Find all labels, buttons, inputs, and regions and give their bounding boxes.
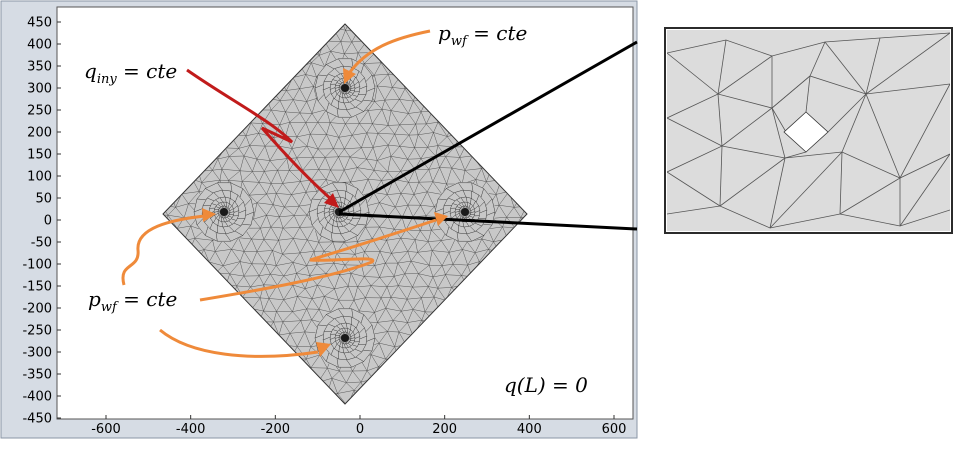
producer-arrow-left xyxy=(121,214,205,286)
producer-arrow-top-head xyxy=(343,68,356,84)
x-tick-label: -600 xyxy=(91,422,121,437)
y-tick-label: -250 xyxy=(22,324,52,339)
y-tick-label: -450 xyxy=(22,412,52,427)
well-bore-hole xyxy=(783,111,829,153)
label-pwf-top: pwf = cte xyxy=(438,21,527,49)
y-tick-label: 0 xyxy=(44,214,52,229)
y-tick-label: -100 xyxy=(22,258,52,273)
injection-arrow-head xyxy=(324,193,339,208)
y-tick-label: 400 xyxy=(27,38,52,53)
y-tick-label: -200 xyxy=(22,302,52,317)
y-tick-label: -400 xyxy=(22,390,52,405)
y-tick-label: 100 xyxy=(27,170,52,185)
y-tick-label: -50 xyxy=(31,236,52,251)
label-boundary-condition: q(L) = 0 xyxy=(504,373,588,397)
y-tick-label: -350 xyxy=(22,368,52,383)
x-tick-label: 600 xyxy=(602,422,627,437)
y-tick-label: -300 xyxy=(22,346,52,361)
well-top xyxy=(314,58,376,118)
producer-arrow-right-head xyxy=(434,212,448,226)
x-tick-label: 200 xyxy=(432,422,457,437)
well-right xyxy=(434,182,496,242)
producer-arrow-bottom-head xyxy=(316,342,331,357)
x-tick-label: -200 xyxy=(261,422,291,437)
zoom-line-top xyxy=(338,40,638,214)
y-tick-label: 150 xyxy=(27,148,52,163)
y-tick-label: -150 xyxy=(22,280,52,295)
y-tick-label: 450 xyxy=(27,16,52,31)
well-left xyxy=(193,182,255,242)
x-tick-label: 0 xyxy=(356,422,364,437)
producer-arrow-right xyxy=(199,218,437,302)
y-tick-label: 350 xyxy=(27,60,52,75)
x-tick-label: 400 xyxy=(517,422,542,437)
zoom-inset-mesh xyxy=(667,30,950,231)
y-tick-label: 50 xyxy=(35,192,52,207)
injection-arrow xyxy=(186,68,333,202)
y-tick-label: 200 xyxy=(27,126,52,141)
producer-arrow-bottom xyxy=(159,328,319,358)
x-axis: -600 -400 -200 0 200 400 600 xyxy=(91,415,626,437)
zoom-line-bottom xyxy=(338,212,638,231)
y-axis: 450 400 350 300 250 200 150 100 50 0 -50 -100 -150 -2… xyxy=(22,16,61,427)
label-pwf-left: pwf = cte xyxy=(88,287,177,315)
y-tick-label: 250 xyxy=(27,104,52,119)
producer-arrow-left-head xyxy=(202,208,216,222)
x-tick-label: -400 xyxy=(176,422,206,437)
producer-arrow-top xyxy=(348,29,431,73)
well-bottom xyxy=(314,308,376,368)
label-q-iny: qiny = cte xyxy=(84,59,177,87)
y-tick-label: 300 xyxy=(27,82,52,97)
